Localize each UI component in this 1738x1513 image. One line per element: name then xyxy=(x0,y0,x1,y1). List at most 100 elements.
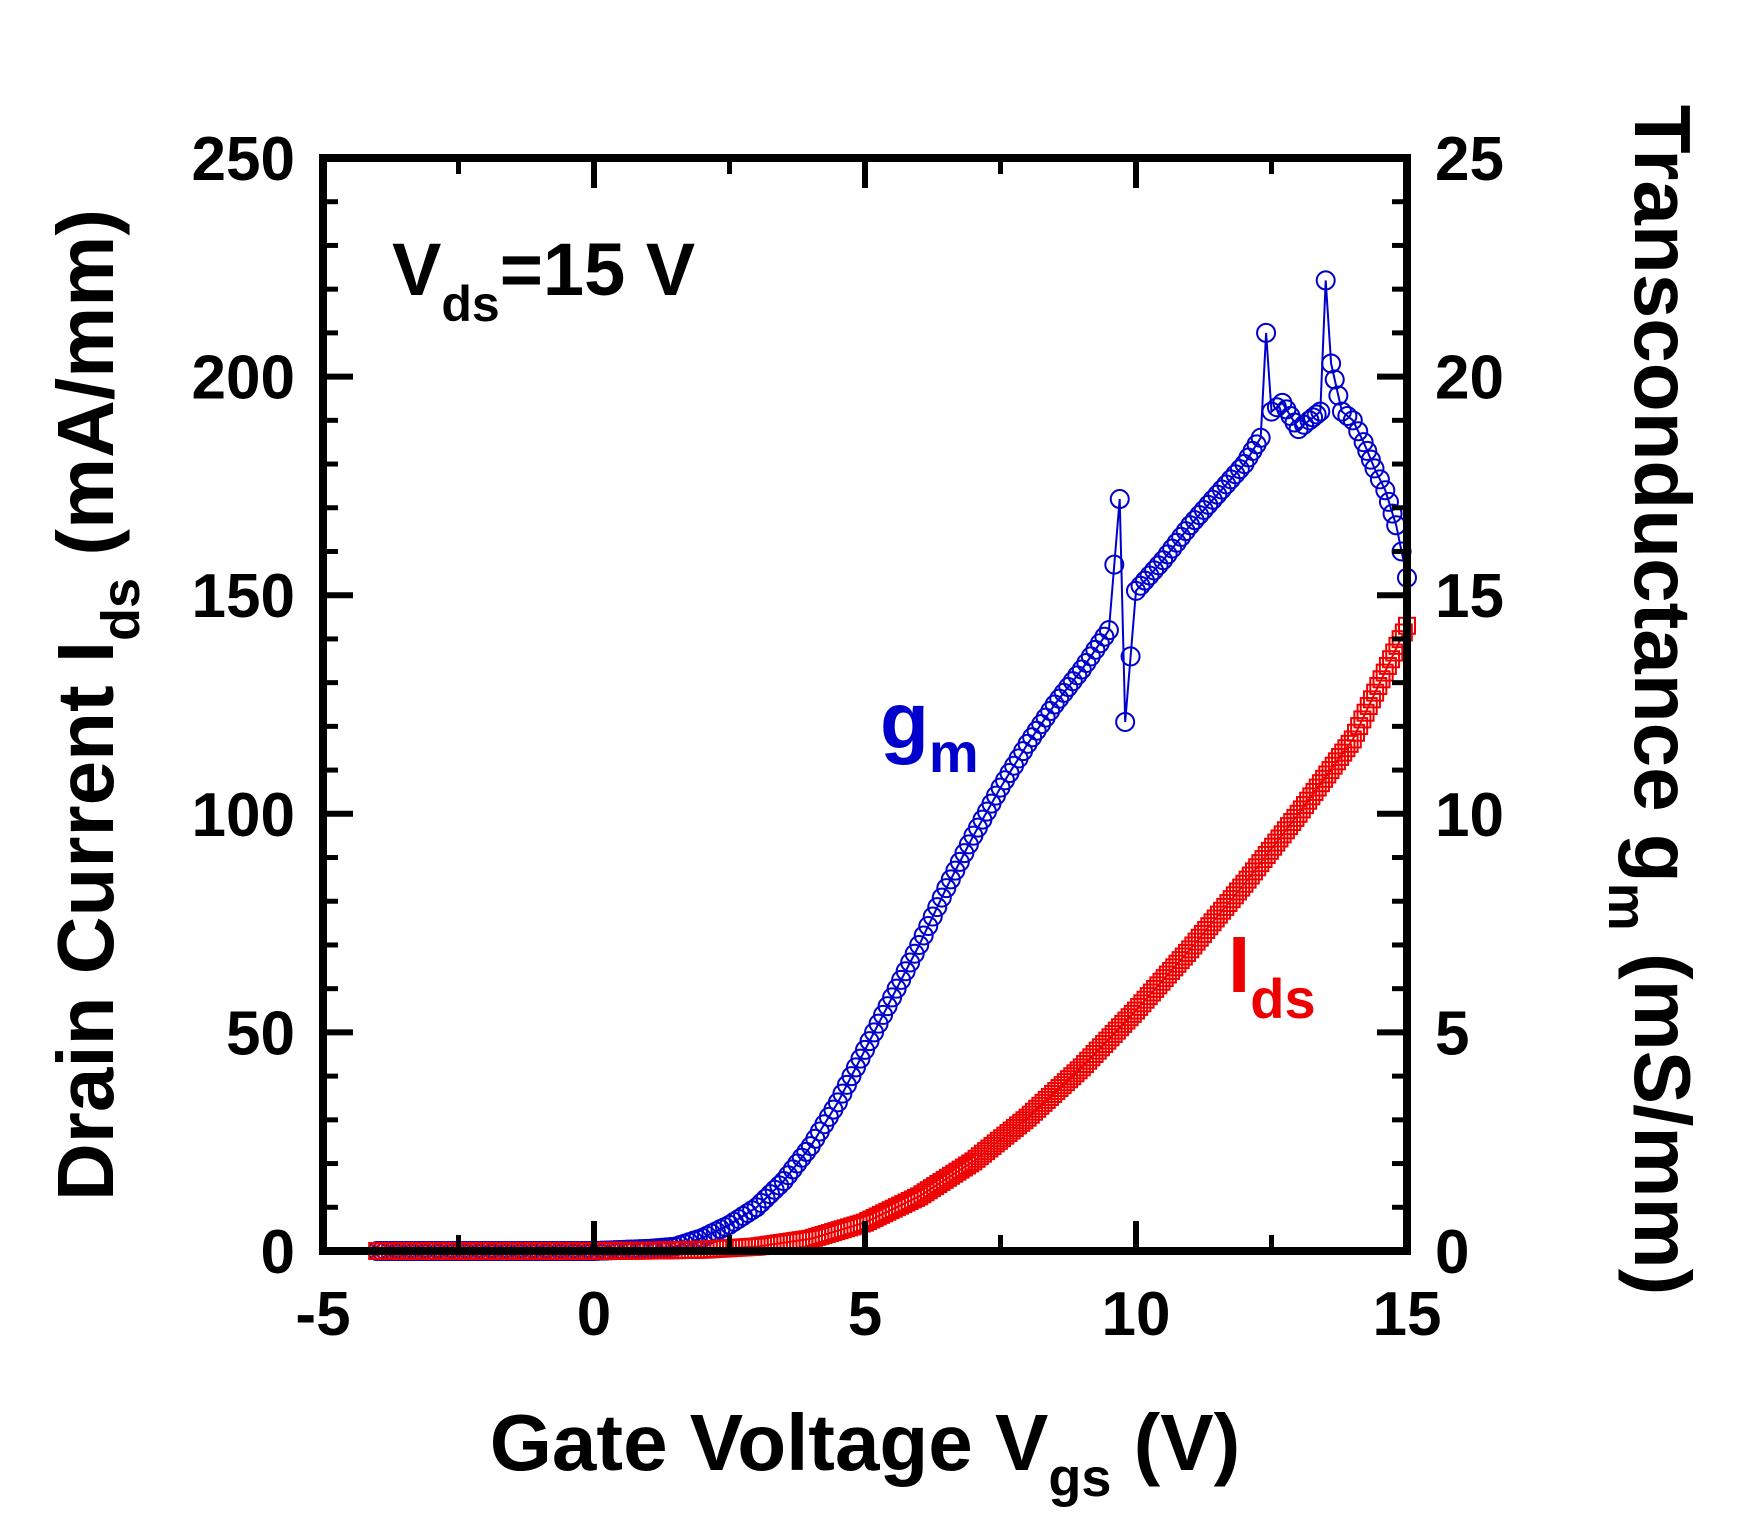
Ids-point xyxy=(1095,1034,1114,1053)
Ids-point xyxy=(1075,1055,1094,1074)
right-axis-title: Transconductance gm (mS/mm) xyxy=(1597,105,1707,1295)
Ids-point xyxy=(1340,734,1359,753)
gm-point xyxy=(1357,440,1378,461)
left-axis-title-rest: (mA/mm) xyxy=(41,209,130,578)
gm-point xyxy=(1328,385,1349,406)
Ids-point xyxy=(1378,656,1397,675)
vds-annotation-sub: ds xyxy=(441,276,499,332)
x-tick-label: 15 xyxy=(1373,1280,1442,1349)
gm-point xyxy=(1382,503,1403,524)
gm-point xyxy=(1348,421,1369,442)
Ids-point xyxy=(1343,730,1362,749)
Ids-point xyxy=(1072,1058,1091,1077)
gm-point xyxy=(1337,405,1358,426)
right-tick-label: 25 xyxy=(1435,125,1504,194)
Ids-point xyxy=(1098,1031,1117,1050)
left-tick-label: 200 xyxy=(192,344,295,413)
gm-point xyxy=(1094,626,1115,647)
gm-point xyxy=(1098,620,1119,641)
Ids-point xyxy=(958,1156,977,1175)
Ids-point xyxy=(1091,1038,1110,1057)
x-axis-title-rest: (V) xyxy=(1111,1398,1240,1487)
gm-point xyxy=(931,887,952,908)
Ids-point xyxy=(1079,1051,1098,1070)
x-tick-label: 10 xyxy=(1102,1280,1171,1349)
right-axis-title-rest: (mS/mm) xyxy=(1618,931,1707,1296)
Ids-point xyxy=(1104,1024,1123,1043)
Ids-point xyxy=(1111,1018,1130,1037)
gm-point xyxy=(1375,480,1396,501)
right-tick-label: 10 xyxy=(1435,781,1504,850)
Ids-point xyxy=(1107,1021,1126,1040)
x-tick-label: 0 xyxy=(577,1280,611,1349)
Ids-point xyxy=(1066,1064,1085,1083)
gm-point xyxy=(1360,449,1381,470)
Ids-point xyxy=(1114,1014,1133,1033)
right-axis-title-sub: m xyxy=(1597,883,1657,931)
gm-point xyxy=(1256,322,1277,343)
gm-point xyxy=(1250,427,1271,448)
Ids-point xyxy=(1088,1041,1107,1060)
Ids-point xyxy=(1356,703,1375,722)
gm-point xyxy=(913,925,934,946)
left-tick-label: 0 xyxy=(261,1218,295,1287)
Ids-point xyxy=(1353,710,1372,729)
left-tick-label: 50 xyxy=(226,999,295,1068)
left-axis-title-sub: ds xyxy=(91,578,151,641)
gm-point xyxy=(1120,646,1141,667)
right-tick-label: 0 xyxy=(1435,1218,1469,1287)
Ids-point xyxy=(1101,1028,1120,1047)
series-layer xyxy=(367,270,1417,1261)
gm-point xyxy=(1109,489,1130,510)
gm-point xyxy=(1321,353,1342,374)
x-axis-title-sub: gs xyxy=(1048,1448,1111,1508)
gm-point xyxy=(1369,469,1390,490)
gm-point xyxy=(1315,270,1336,291)
gm-point xyxy=(918,916,939,937)
gm-series-label-sub: m xyxy=(929,721,979,784)
gm-point xyxy=(1342,410,1363,431)
Ids-point xyxy=(1120,1008,1139,1027)
gm-point xyxy=(909,934,930,955)
Ids-point xyxy=(1117,1011,1136,1030)
x-tick-label: 5 xyxy=(848,1280,882,1349)
gm-series xyxy=(367,270,1417,1261)
Ids-point xyxy=(1382,650,1401,669)
Ids-point xyxy=(1359,697,1378,716)
gm-line xyxy=(377,280,1408,1252)
left-axis-title: Drain Current Ids (mA/mm) xyxy=(41,209,151,1201)
x-axis-title: Gate Voltage Vgs (V) xyxy=(490,1398,1241,1508)
right-tick-label: 20 xyxy=(1435,344,1504,413)
Ids-point xyxy=(1366,683,1385,702)
Ids-point xyxy=(1372,670,1391,689)
gm-point xyxy=(1104,554,1125,575)
Ids-point xyxy=(1069,1061,1088,1080)
right-tick-label: 5 xyxy=(1435,999,1469,1068)
left-tick-label: 250 xyxy=(192,125,295,194)
gm-point xyxy=(1303,407,1324,428)
x-tick-label: -5 xyxy=(295,1280,350,1349)
gm-point xyxy=(1310,401,1331,422)
vds-annotation-rest: =15 V xyxy=(500,228,695,311)
vds-annotation: Vds=15 V xyxy=(392,228,695,332)
gm-point xyxy=(1324,369,1345,390)
Ids-point xyxy=(1346,723,1365,742)
gm-point xyxy=(1306,404,1327,425)
gm-point xyxy=(1364,458,1385,479)
Ids-point xyxy=(1375,663,1394,682)
Ids-point xyxy=(1350,717,1369,736)
gm-point xyxy=(1115,711,1136,732)
gm-series-label: gm xyxy=(880,676,979,784)
right-tick-label: 15 xyxy=(1435,562,1504,631)
ids-series-label-sub: ds xyxy=(1250,967,1315,1030)
Ids-point xyxy=(1369,676,1388,695)
Ids-point xyxy=(1082,1048,1101,1067)
Ids-point xyxy=(1362,690,1381,709)
Ids-point xyxy=(1123,1004,1142,1023)
gm-point xyxy=(1378,491,1399,512)
Ids-point xyxy=(1085,1045,1104,1064)
gm-point xyxy=(922,906,943,927)
gm-point xyxy=(1353,432,1374,453)
